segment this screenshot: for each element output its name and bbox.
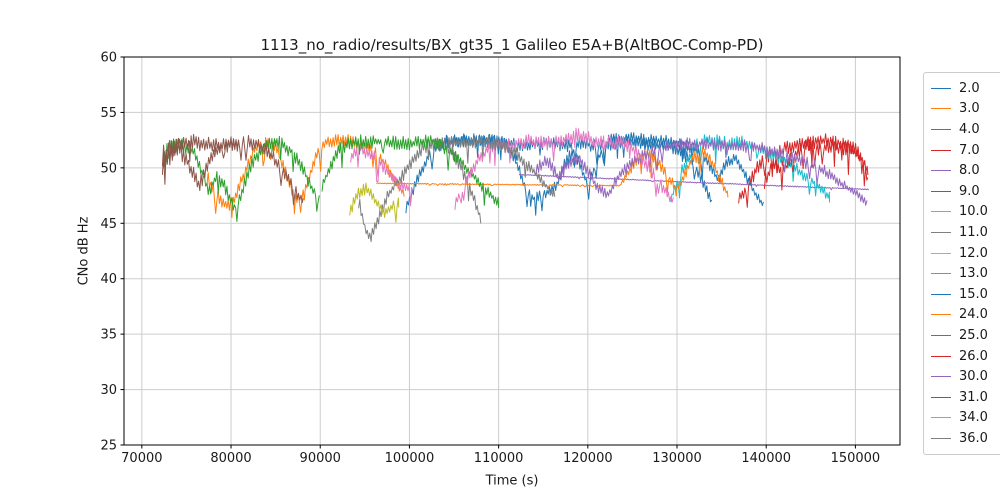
legend-item-8.0: 8.0	[931, 160, 1000, 181]
y-tick-label: 55	[100, 106, 117, 121]
series-line-31.0	[161, 133, 239, 168]
legend-item-31.0: 31.0	[931, 387, 1000, 408]
y-axis-label: CNo dB Hz	[76, 216, 92, 286]
legend-label: 34.0	[959, 410, 988, 426]
series-line-13.0	[670, 134, 830, 203]
legend-line-sample	[931, 396, 951, 398]
legend-item-12.0: 12.0	[931, 243, 1000, 264]
x-tick-label: 130000	[652, 451, 702, 466]
series-line-10.0	[350, 142, 413, 207]
axes: 70000 80000 90000 100000 110000 120000 130000 1…	[100, 51, 901, 466]
y-tick-label: 40	[100, 272, 117, 287]
legend-label: 3.0	[959, 101, 980, 117]
legend-label: 2.0	[959, 80, 980, 96]
x-tick-label: 120000	[563, 451, 613, 466]
chart-title: 1113_no_radio/results/BX_gt35_1 Galileo …	[260, 36, 764, 54]
legend-line-sample	[931, 334, 951, 336]
x-tick-label: 150000	[831, 451, 881, 466]
legend-label: 36.0	[959, 430, 988, 446]
y-tick-label: 30	[100, 383, 117, 398]
legend-line-sample	[931, 149, 951, 151]
legend-item-13.0: 13.0	[931, 263, 1000, 284]
legend-line-sample	[931, 128, 951, 130]
legend-line-sample	[931, 437, 951, 439]
legend-line-sample	[931, 417, 951, 419]
x-tick-label: 110000	[474, 451, 524, 466]
legend-label: 26.0	[959, 348, 988, 364]
legend-item-26.0: 26.0	[931, 346, 1000, 367]
legend-item-4.0: 4.0	[931, 119, 1000, 140]
legend-line-sample	[931, 211, 951, 213]
legend: 2.0 3.0 4.0 7.0 8.0 9.0 10.0 11.0 12.0 13.0 15.0 24…	[923, 72, 1000, 455]
legend-item-30.0: 30.0	[931, 366, 1000, 387]
legend-label: 24.0	[959, 307, 988, 323]
legend-line-sample	[931, 293, 951, 295]
legend-line-sample	[931, 273, 951, 275]
legend-item-7.0: 7.0	[931, 140, 1000, 161]
x-tick-label: 90000	[300, 451, 341, 466]
x-axis-label: Time (s)	[485, 473, 539, 489]
legend-line-sample	[931, 376, 951, 378]
legend-label: 7.0	[959, 142, 980, 158]
legend-line-sample	[931, 252, 951, 254]
legend-line-sample	[931, 190, 951, 192]
legend-item-24.0: 24.0	[931, 305, 1000, 326]
x-tick-label: 100000	[385, 451, 435, 466]
legend-line-sample	[931, 314, 951, 316]
x-tick-label: 80000	[210, 451, 251, 466]
legend-line-sample	[931, 87, 951, 89]
legend-item-34.0: 34.0	[931, 408, 1000, 429]
y-tick-label: 45	[100, 217, 117, 232]
legend-label: 10.0	[959, 204, 988, 220]
series-line-25.0	[321, 134, 500, 208]
legend-label: 4.0	[959, 121, 980, 137]
legend-label: 13.0	[959, 266, 988, 282]
y-tick-label: 25	[100, 439, 117, 454]
legend-label: 15.0	[959, 286, 988, 302]
legend-label: 8.0	[959, 163, 980, 179]
series-line-11.0	[358, 137, 482, 243]
y-tick-label: 60	[100, 51, 117, 66]
legend-line-sample	[931, 231, 951, 233]
legend-label: 11.0	[959, 224, 988, 240]
legend-item-15.0: 15.0	[931, 284, 1000, 305]
x-tick-label: 70000	[121, 451, 162, 466]
series-line-4.0	[162, 135, 320, 222]
series-line-36.0	[447, 135, 556, 197]
x-tick-label: 140000	[741, 451, 791, 466]
legend-line-sample	[931, 108, 951, 110]
legend-line-sample	[931, 355, 951, 357]
legend-label: 25.0	[959, 327, 988, 343]
legend-item-36.0: 36.0	[931, 428, 1000, 449]
legend-label: 9.0	[959, 183, 980, 199]
series-line-7.0	[738, 138, 869, 208]
series-line-30.0	[535, 137, 868, 206]
legend-item-11.0: 11.0	[931, 222, 1000, 243]
legend-item-25.0: 25.0	[931, 325, 1000, 346]
legend-item-2.0: 2.0	[931, 78, 1000, 99]
legend-label: 12.0	[959, 245, 988, 261]
legend-item-3.0: 3.0	[931, 99, 1000, 120]
series-line-24.0	[376, 146, 729, 198]
y-tick-label: 50	[100, 161, 117, 176]
legend-item-9.0: 9.0	[931, 181, 1000, 202]
legend-label: 31.0	[959, 389, 988, 405]
legend-item-10.0: 10.0	[931, 202, 1000, 223]
grid-lines	[124, 56, 900, 446]
series-line-12.0	[349, 182, 400, 223]
series-lines	[161, 127, 870, 243]
legend-line-sample	[931, 170, 951, 172]
y-tick-label: 35	[100, 328, 117, 343]
series-line-26.0	[763, 133, 869, 191]
legend-label: 30.0	[959, 369, 988, 385]
